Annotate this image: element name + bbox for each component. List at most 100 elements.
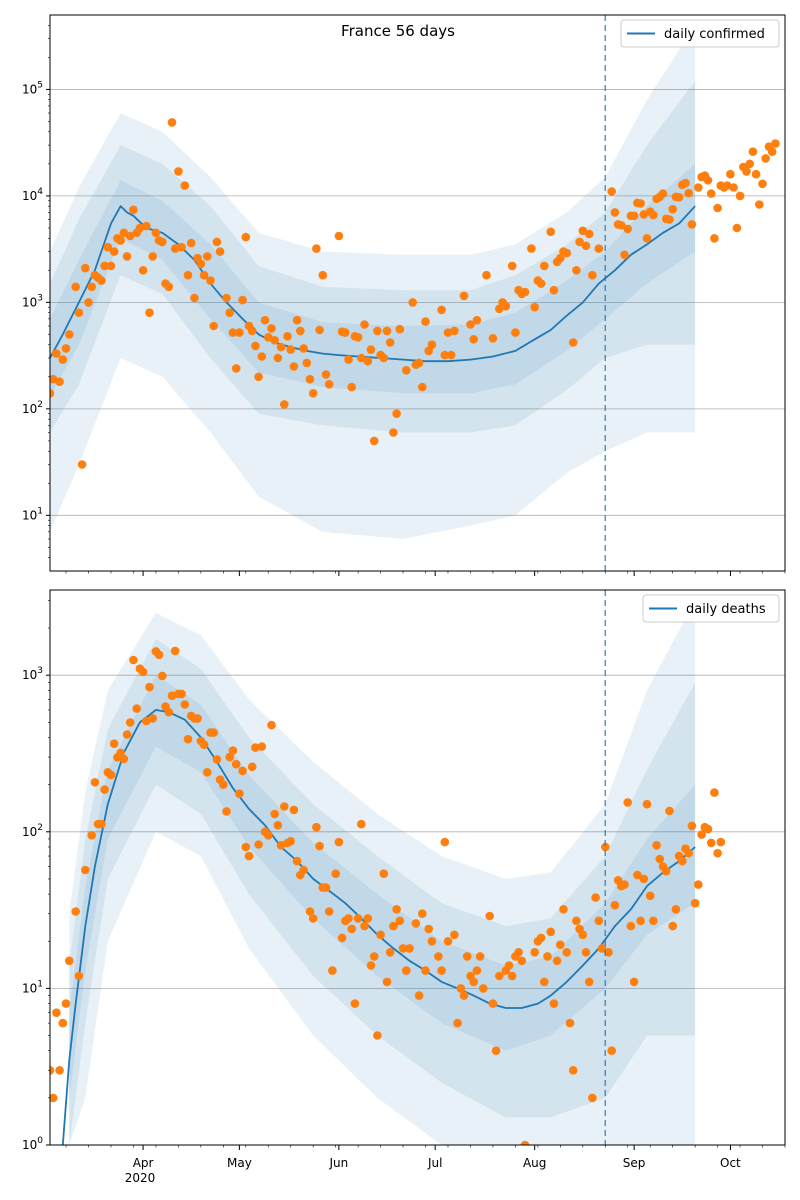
deaths-observed-point	[568, 1066, 578, 1075]
deaths-observed-point	[109, 739, 119, 748]
confirmed-observed-point	[713, 203, 722, 213]
confirmed-observed-point	[357, 353, 366, 363]
deaths-observed-point	[50, 1066, 55, 1075]
deaths-observed-point	[562, 948, 571, 957]
confirmed-observed-point	[264, 333, 273, 342]
confirmed-observed-point	[735, 191, 745, 201]
deaths-observed-point	[584, 977, 594, 987]
deaths-observed-point	[363, 914, 373, 923]
confirmed-observed-point	[729, 183, 738, 192]
confirmed-observed-point	[283, 332, 292, 341]
confirmed-observed-point	[588, 270, 597, 280]
confirmed-observed-point	[395, 324, 405, 334]
confirmed-band-inner	[50, 163, 696, 397]
deaths-observed-point	[520, 1140, 530, 1145]
confirmed-observed-point	[55, 377, 64, 387]
deaths-observed-point	[379, 869, 389, 878]
confirmed-observed-point	[308, 389, 318, 398]
deaths-observed-point	[331, 869, 341, 878]
confirmed-observed-point	[341, 328, 350, 337]
deaths-observed-point	[308, 914, 318, 923]
confirmed-observed-point	[125, 231, 135, 241]
confirmed-observed-point	[174, 167, 183, 176]
confirmed-observed-point	[710, 234, 719, 243]
confirmed-observed-point	[305, 374, 315, 384]
deaths-observed-point	[81, 865, 90, 875]
confirmed-observed-point	[106, 261, 116, 271]
confirmed-observed-point	[665, 215, 674, 224]
deaths-observed-point	[74, 971, 84, 981]
deaths-observed-point	[546, 927, 555, 937]
deaths-observed-point	[312, 822, 321, 832]
confirmed-observed-point	[488, 334, 498, 343]
deaths-observed-point	[344, 914, 353, 923]
deaths-observed-point	[385, 948, 395, 957]
deaths-observed-point	[292, 856, 302, 866]
confirmed-observed-point	[527, 244, 536, 253]
deaths-observed-point	[138, 667, 148, 677]
confirmed-observed-point	[572, 266, 581, 275]
deaths-observed-point	[549, 999, 559, 1008]
deaths-observed-point	[382, 977, 392, 987]
deaths-observed-point	[270, 809, 280, 819]
deaths-observed-point	[299, 865, 308, 875]
confirmed-observed-point	[584, 229, 594, 239]
deaths-observed-point	[52, 1008, 61, 1017]
x-month-label: Jun	[329, 1156, 349, 1170]
deaths-observed-point	[231, 759, 241, 769]
deaths-observed-point	[244, 851, 254, 861]
confirmed-observed-point	[658, 189, 668, 198]
deaths-observed-point	[414, 991, 424, 1000]
confirmed-observed-point	[241, 232, 251, 242]
deaths-observed-point	[642, 799, 652, 809]
deaths-observed-point	[360, 921, 369, 931]
confirmed-observed-point	[649, 210, 658, 220]
confirmed-observed-point	[568, 338, 578, 347]
confirmed-observed-point	[629, 211, 639, 221]
deaths-observed-point	[543, 952, 552, 961]
deaths-observed-point	[164, 707, 174, 717]
confirmed-observed-point	[414, 358, 424, 368]
deaths-observed-point	[97, 819, 106, 829]
confirmed-observed-point	[273, 353, 283, 363]
deaths-observed-point	[421, 966, 430, 975]
deaths-observed-point	[389, 921, 398, 931]
confirmed-observed-point	[158, 237, 167, 247]
deaths-observed-point	[437, 966, 446, 975]
deaths-observed-point	[61, 999, 71, 1008]
confirmed-band-outer	[50, 25, 696, 539]
deaths-observed-point	[334, 837, 344, 847]
deaths-observed-point	[488, 999, 498, 1008]
deaths-observed-point	[225, 752, 234, 762]
deaths-observed-point	[129, 655, 138, 665]
deaths-observed-point	[678, 856, 687, 866]
deaths-observed-point	[267, 720, 276, 730]
deaths-observed-point	[235, 789, 244, 798]
deaths-observed-point	[572, 916, 581, 926]
x-month-label: Apr	[133, 1156, 154, 1170]
confirmed-observed-point	[116, 236, 125, 245]
confirmed-model-line	[50, 205, 696, 363]
confirmed-observed-point	[209, 321, 218, 331]
deaths-observed-point	[514, 948, 523, 957]
confirmed-observed-point	[472, 315, 482, 325]
confirmed-observed-point	[556, 253, 565, 263]
deaths-observed-point	[158, 671, 167, 681]
confirmed-observed-point	[65, 330, 74, 339]
confirmed-observed-point	[257, 352, 267, 361]
confirmed-observed-point	[726, 169, 735, 179]
confirmed-observed-point	[276, 342, 286, 352]
deaths-observed-point	[479, 984, 488, 993]
deaths-observed-point	[668, 921, 677, 931]
confirmed-observed-point	[607, 187, 616, 196]
confirmed-observed-point	[77, 460, 87, 469]
deaths-observed-point	[148, 714, 157, 723]
confirmed-x-ticks	[65, 571, 786, 576]
deaths-observed-point	[601, 842, 610, 852]
deaths-observed-point	[357, 819, 366, 829]
deaths-observed-point	[639, 874, 649, 884]
deaths-observed-point	[145, 682, 154, 692]
deaths-observed-point	[636, 916, 645, 926]
confirmed-observed-point	[344, 355, 353, 364]
confirmed-observed-point	[84, 298, 93, 307]
